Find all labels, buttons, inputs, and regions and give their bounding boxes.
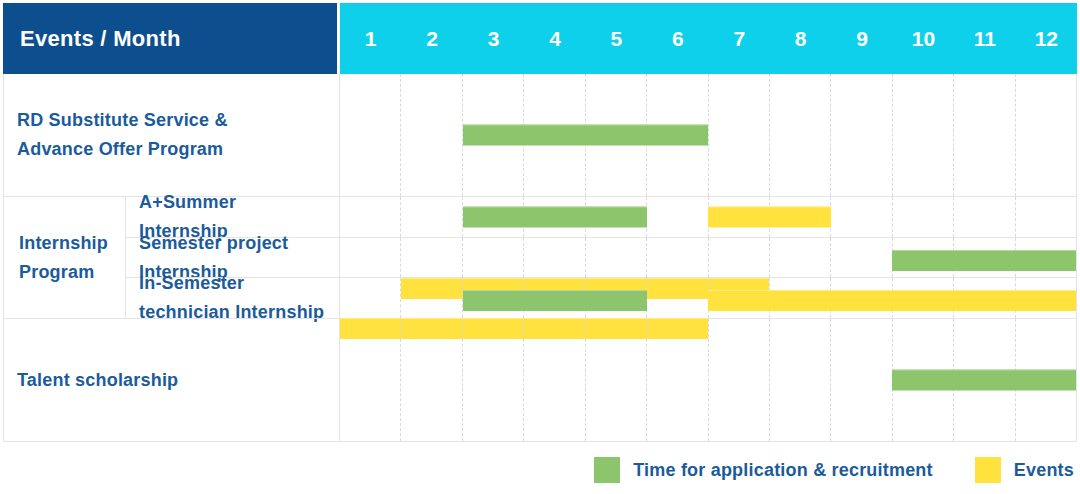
event-bar (708, 290, 1076, 311)
month-column (523, 238, 584, 278)
month-column (769, 238, 830, 278)
month-grid (340, 238, 1076, 278)
month-column (400, 238, 461, 278)
legend-item-events: Events (975, 457, 1074, 483)
month-column (400, 319, 461, 441)
month-column (646, 197, 707, 237)
month-grid (340, 278, 1076, 318)
gantt-body: RD Substitute Service &Advance Offer Pro… (3, 74, 1077, 442)
month-header: 123456789101112 (340, 3, 1077, 74)
month-label: 7 (709, 3, 770, 74)
month-column (646, 238, 707, 278)
row-label-line: Semester project (139, 229, 339, 258)
month-column (400, 197, 461, 237)
month-column (462, 319, 523, 441)
events-month-title: Events / Month (3, 3, 337, 74)
month-column (953, 197, 1014, 237)
gantt-row: RD Substitute Service &Advance Offer Pro… (4, 74, 1076, 196)
group-label: InternshipProgram (4, 197, 126, 319)
row-label-line: Internship (19, 229, 125, 258)
row-label-line: A+Summer (139, 188, 339, 217)
month-column (462, 238, 523, 278)
month-label: 2 (401, 3, 462, 74)
group-subrows: A+SummerInternshipSemester projectIntern… (126, 197, 1076, 319)
recruitment-bar (463, 290, 647, 311)
month-column (708, 238, 769, 278)
row-label-line: Program (19, 258, 125, 287)
month-column (830, 238, 891, 278)
month-column (585, 238, 646, 278)
gantt-header: Events / Month 123456789101112 (3, 3, 1077, 74)
gantt-row: Talent scholarship (4, 318, 1076, 441)
row-label-line: Talent scholarship (17, 366, 339, 395)
month-label: 4 (524, 3, 585, 74)
month-grid (340, 74, 1076, 196)
month-label: 12 (1016, 3, 1077, 74)
event-bar (708, 206, 831, 227)
month-column (769, 74, 830, 196)
legend: Time for application & recruitment Event… (3, 457, 1077, 483)
gantt-subrow: In-Semestertechnician Internship (126, 277, 1076, 318)
month-column (340, 197, 400, 237)
month-label: 9 (831, 3, 892, 74)
gantt-group-row: InternshipProgramA+SummerInternshipSemes… (4, 196, 1076, 319)
month-column (953, 74, 1014, 196)
legend-label-recruitment: Time for application & recruitment (633, 460, 933, 481)
row-label-line: In-Semester (139, 269, 339, 298)
month-label: 5 (586, 3, 647, 74)
month-column (585, 319, 646, 441)
row-label-line: RD Substitute Service & (17, 106, 339, 135)
month-column (400, 74, 461, 196)
month-label: 1 (340, 3, 401, 74)
month-column (646, 319, 707, 441)
month-column (708, 319, 769, 441)
month-label: 10 (893, 3, 954, 74)
recruitment-bar (892, 370, 1076, 391)
month-label: 3 (463, 3, 524, 74)
month-label: 11 (954, 3, 1015, 74)
row-label: Talent scholarship (4, 319, 340, 441)
month-column (646, 278, 707, 318)
month-column (340, 319, 400, 441)
month-grid (340, 319, 1076, 441)
gantt-chart-page: Events / Month 123456789101112 RD Substi… (0, 0, 1080, 494)
month-column (400, 278, 461, 318)
recruitment-bar (892, 250, 1076, 271)
month-column (1015, 197, 1076, 237)
row-label: RD Substitute Service &Advance Offer Pro… (4, 74, 340, 196)
month-column (830, 319, 891, 441)
row-label-line: Advance Offer Program (17, 135, 339, 164)
legend-label-events: Events (1014, 460, 1074, 481)
month-label: 8 (770, 3, 831, 74)
month-column (892, 74, 953, 196)
subrow-label: In-Semestertechnician Internship (126, 278, 340, 318)
recruitment-swatch-icon (594, 457, 620, 483)
month-column (340, 238, 400, 278)
event-swatch-icon (975, 457, 1001, 483)
month-grid (340, 197, 1076, 237)
month-column (340, 74, 400, 196)
month-column (708, 74, 769, 196)
month-column (830, 197, 891, 237)
legend-item-recruitment: Time for application & recruitment (594, 457, 933, 483)
month-column (1015, 74, 1076, 196)
month-column (892, 197, 953, 237)
month-column (340, 278, 400, 318)
recruitment-bar (463, 206, 647, 227)
month-column (769, 319, 830, 441)
month-column (830, 74, 891, 196)
recruitment-bar (463, 124, 708, 145)
month-column (523, 319, 584, 441)
month-label: 6 (647, 3, 708, 74)
